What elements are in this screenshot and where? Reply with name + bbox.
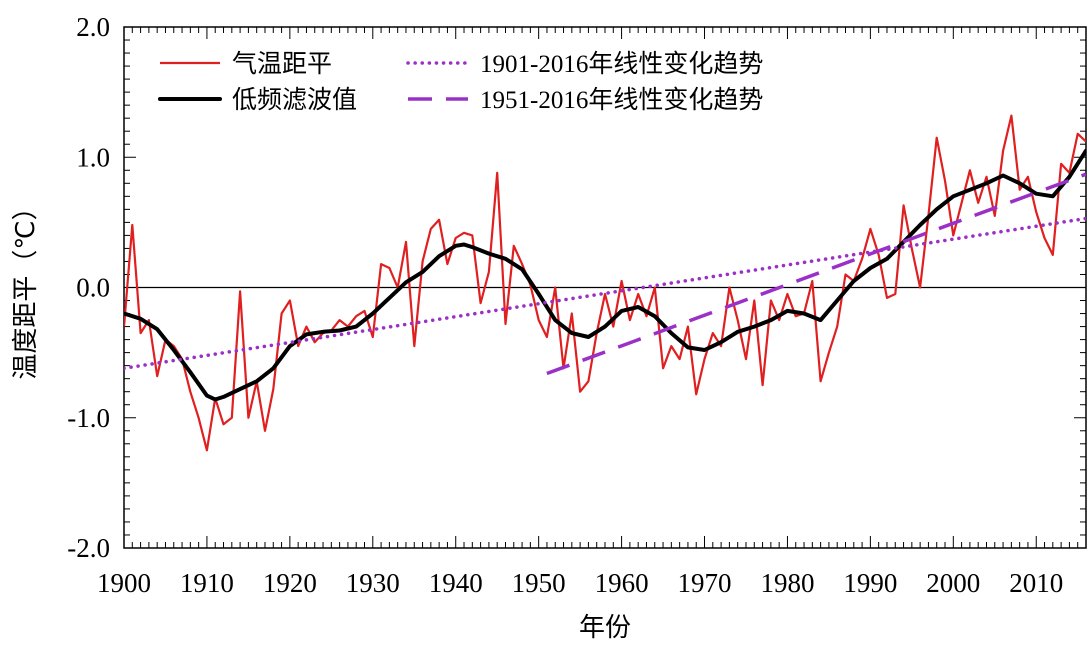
legend-label-1: 气温距平 [232,49,332,78]
x-tick-label: 1970 [678,568,732,598]
y-axis-label: 温度距平（℃） [11,194,41,379]
y-tick-label: 1.0 [76,142,110,172]
series-line-2 [124,148,1086,402]
y-tick-label: 2.0 [76,12,110,42]
legend-label-3: 1901-2016年线性变化趋势 [480,49,763,78]
x-tick-label: 2010 [1009,568,1063,598]
series-line-3 [124,216,1086,371]
series-line-1 [124,114,1086,452]
x-tick-label: 1980 [760,568,814,598]
x-tick-label: 1950 [512,568,566,598]
x-tick-label: 1920 [263,568,317,598]
x-tick-label: 1900 [97,568,151,598]
x-tick-label: 1960 [595,568,649,598]
x-tick-label: 1930 [346,568,400,598]
x-axis-label: 年份 [579,613,631,643]
legend-label-2: 低频滤波值 [232,85,357,114]
x-tick-label: 1910 [180,568,234,598]
x-tick-label: 1990 [843,568,897,598]
y-tick-label: -1.0 [67,403,110,433]
series-layer [124,114,1086,452]
y-tick-label: -2.0 [67,533,110,563]
plot-frame [123,26,1087,549]
x-tick-label: 2000 [926,568,980,598]
y-tick-label: 0.0 [76,273,110,303]
x-tick-label: 1940 [429,568,483,598]
series-line-4 [546,172,1086,376]
legend-label-4: 1951-2016年线性变化趋势 [480,85,763,114]
